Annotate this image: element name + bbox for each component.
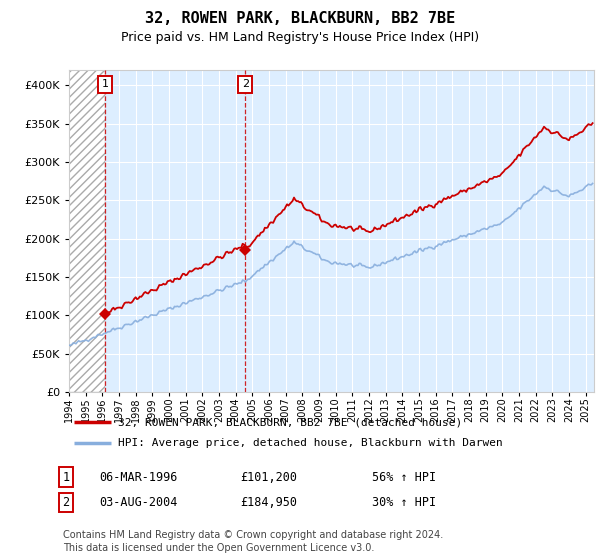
Text: Price paid vs. HM Land Registry's House Price Index (HPI): Price paid vs. HM Land Registry's House … <box>121 31 479 44</box>
Text: 2: 2 <box>62 496 70 509</box>
Text: 32, ROWEN PARK, BLACKBURN, BB2 7BE: 32, ROWEN PARK, BLACKBURN, BB2 7BE <box>145 11 455 26</box>
Text: Contains HM Land Registry data © Crown copyright and database right 2024.: Contains HM Land Registry data © Crown c… <box>63 530 443 540</box>
Text: 03-AUG-2004: 03-AUG-2004 <box>99 496 178 509</box>
Text: HPI: Average price, detached house, Blackburn with Darwen: HPI: Average price, detached house, Blac… <box>118 437 503 447</box>
Text: 32, ROWEN PARK, BLACKBURN, BB2 7BE (detached house): 32, ROWEN PARK, BLACKBURN, BB2 7BE (deta… <box>118 417 463 427</box>
Text: 30% ↑ HPI: 30% ↑ HPI <box>372 496 436 509</box>
Text: 56% ↑ HPI: 56% ↑ HPI <box>372 470 436 484</box>
Polygon shape <box>69 70 105 392</box>
Text: 1: 1 <box>62 470 70 484</box>
Text: This data is licensed under the Open Government Licence v3.0.: This data is licensed under the Open Gov… <box>63 543 374 553</box>
Text: £101,200: £101,200 <box>240 470 297 484</box>
Text: 1: 1 <box>101 80 109 90</box>
Text: 2: 2 <box>242 80 249 90</box>
Text: £184,950: £184,950 <box>240 496 297 509</box>
Text: 06-MAR-1996: 06-MAR-1996 <box>99 470 178 484</box>
